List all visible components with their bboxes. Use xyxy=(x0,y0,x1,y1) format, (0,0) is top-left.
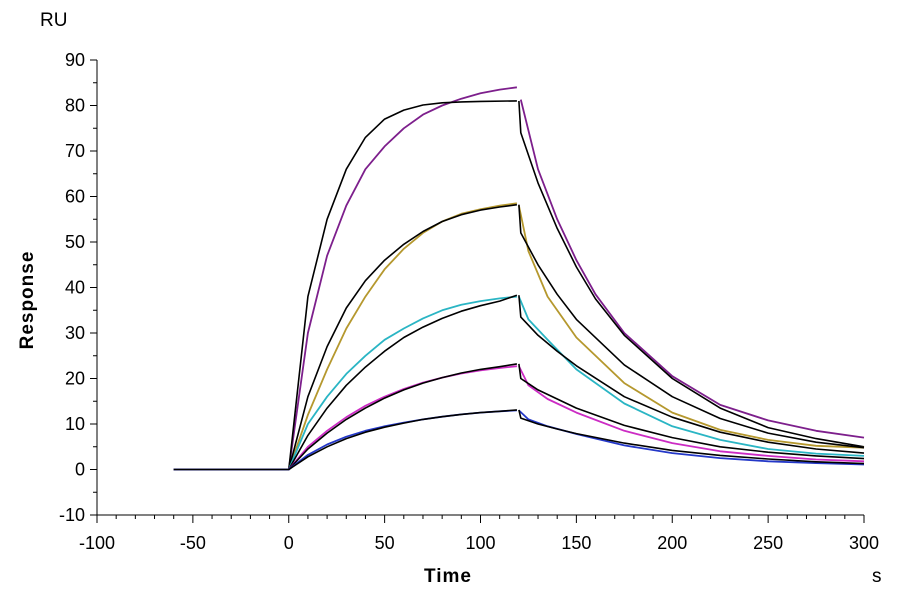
series-lines xyxy=(173,86,865,471)
series-2-data-dissociation-line xyxy=(518,205,865,449)
x-unit-label: s xyxy=(872,566,882,587)
axes xyxy=(90,59,865,523)
x-tick-label: 0 xyxy=(284,533,294,553)
series-5-fit-association-line xyxy=(173,294,518,471)
series-0-data-association-line xyxy=(173,86,518,471)
y-tick-label: 50 xyxy=(65,232,85,252)
series-1-fit-association-line xyxy=(173,100,517,471)
y-axis-title: Response xyxy=(17,250,38,350)
series-1-fit-dissociation-line xyxy=(518,100,865,448)
y-tick-label: 90 xyxy=(65,50,85,70)
x-tick-label: -100 xyxy=(79,533,115,553)
x-tick-label: 100 xyxy=(465,533,495,553)
series-7-fit-association-line xyxy=(173,363,518,471)
x-axis-title: Time xyxy=(424,566,473,587)
x-tick-label: -50 xyxy=(180,533,206,553)
series-2-data-association-line xyxy=(173,202,518,471)
series-9-fit-dissociation-line xyxy=(518,409,865,465)
series-6-data-dissociation-line xyxy=(518,365,865,463)
y-unit-label: RU xyxy=(40,10,68,31)
series-0-data-dissociation-line xyxy=(519,99,865,439)
series-6-data-association-line xyxy=(173,365,517,471)
series-3-fit-association-line xyxy=(173,203,518,471)
series-4-data-dissociation-line xyxy=(518,296,865,457)
series-9-fit-association-line xyxy=(173,409,517,471)
y-tick-label: 70 xyxy=(65,141,85,161)
x-tick-label: 250 xyxy=(753,533,783,553)
x-tick-label: 50 xyxy=(375,533,395,553)
series-5-fit-dissociation-line xyxy=(518,295,865,454)
x-tick-label: 300 xyxy=(849,533,879,553)
y-tick-label: 10 xyxy=(65,414,85,434)
y-tick-label: 60 xyxy=(65,187,85,207)
series-8-data-dissociation-line xyxy=(518,409,865,466)
series-3-fit-dissociation-line xyxy=(518,204,865,449)
series-7-fit-dissociation-line xyxy=(518,363,865,460)
y-tick-label: 80 xyxy=(65,96,85,116)
y-tick-label: 40 xyxy=(65,278,85,298)
y-tick-label: 30 xyxy=(65,323,85,343)
y-tick-label: 20 xyxy=(65,369,85,389)
y-tick-label: -10 xyxy=(59,505,85,525)
x-tick-label: 150 xyxy=(561,533,591,553)
y-tick-label: 0 xyxy=(75,460,85,480)
series-4-data-association-line xyxy=(173,295,517,471)
x-tick-label: 200 xyxy=(657,533,687,553)
